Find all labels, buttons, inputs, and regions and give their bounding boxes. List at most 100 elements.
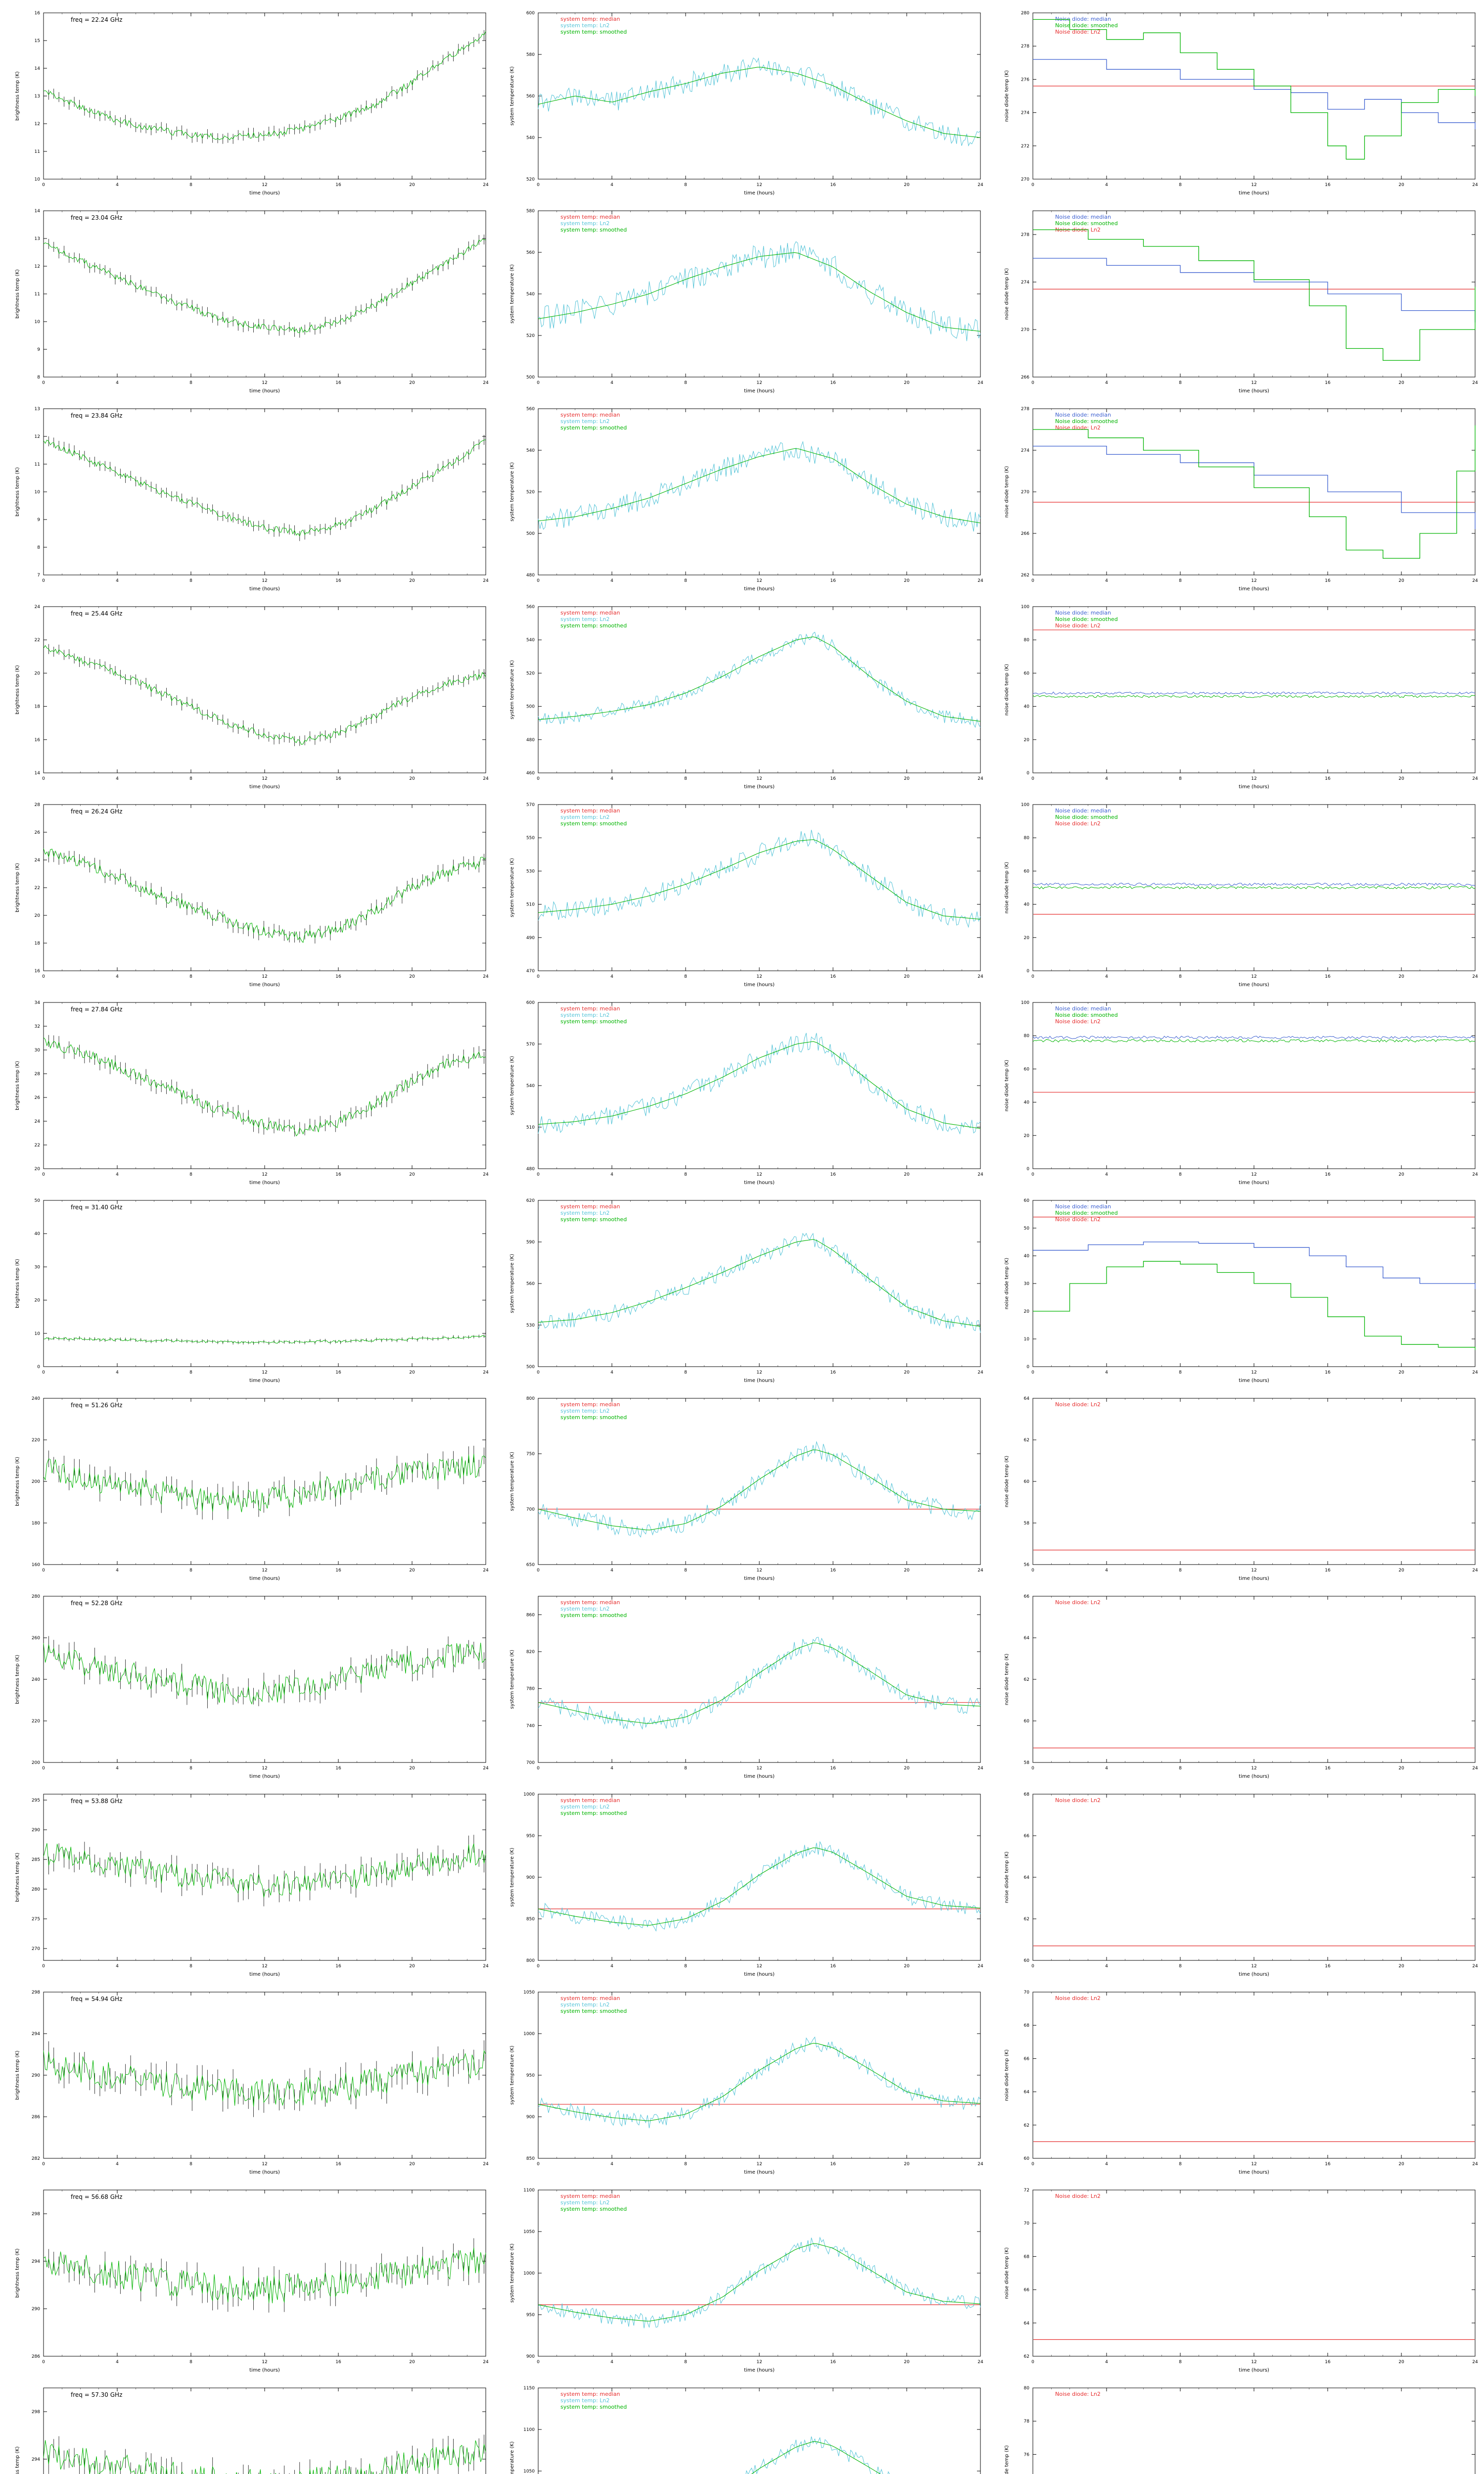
x-tick-label: 0 [1031, 1172, 1034, 1177]
x-tick-label: 4 [116, 578, 119, 583]
x-tick-label: 0 [1031, 974, 1034, 979]
x-tick-label: 16 [335, 578, 341, 583]
noise-diode-plot: 0 4 8 12 16 20 24 56 58 60 62 64 time (hours) noise d… [989, 1385, 1484, 1583]
right-plot-canvas: 0 4 8 12 16 20 24 266 270 274 278 time (hours) noise… [1004, 210, 1478, 394]
x-tick-label: 20 [409, 1766, 415, 1771]
y-tick-label: 62 [1024, 2123, 1029, 2128]
y-tick-label: 600 [526, 11, 535, 16]
y-tick-label: 68 [1024, 2023, 1030, 2028]
y-tick-label: 58 [1024, 1521, 1030, 1526]
y-tick-label: 550 [526, 836, 535, 841]
series-smoothed [1033, 1261, 1476, 1350]
x-tick-label: 24 [977, 578, 983, 583]
y-axis-label: system temperature (K) [510, 1254, 515, 1313]
series-median [1033, 1241, 1476, 1289]
y-tick-label: 260 [32, 1636, 40, 1641]
y-tick-label: 10 [35, 320, 41, 325]
y-tick-label: 22 [35, 1143, 40, 1148]
brightness-temp-plot: 0 4 8 12 16 20 24 0 10 20 30 40 50 time (hours) bright… [0, 1188, 495, 1385]
x-tick-label: 20 [409, 2162, 415, 2167]
brightness-temp-plot: 0 4 8 12 16 20 24 16 18 20 22 24 26 28 time (hours) bri… [0, 792, 495, 990]
x-tick-label: 8 [684, 1172, 687, 1177]
x-tick-label: 4 [116, 2360, 119, 2365]
y-tick-label: 30 [35, 1048, 41, 1053]
legend-entry: system temp: smoothed [560, 2008, 627, 2014]
y-tick-label: 278 [1021, 407, 1029, 412]
x-tick-label: 24 [1472, 1964, 1478, 1969]
y-tick-label: 500 [526, 705, 535, 710]
x-tick-label: 20 [904, 381, 910, 385]
y-tick-label: 540 [526, 448, 535, 453]
x-tick-label: 12 [1251, 1964, 1256, 1969]
y-tick-label: 13 [35, 407, 40, 412]
legend-entry: system temp: smoothed [560, 29, 627, 35]
legend-entry: system temp: Ln2 [560, 1012, 609, 1018]
y-tick-label: 570 [526, 1042, 535, 1047]
legend-entry: Noise diode: smoothed [1055, 220, 1118, 227]
y-tick-label: 620 [526, 1198, 535, 1203]
legend-entry: system temp: smoothed [560, 1810, 627, 1816]
x-tick-label: 24 [1472, 1370, 1478, 1375]
y-tick-label: 60 [1024, 1479, 1030, 1484]
x-tick-label: 0 [537, 2360, 540, 2365]
legend-entry: system temp: median [560, 2193, 620, 2199]
y-tick-label: 220 [32, 1719, 40, 1724]
legend-entry: system temp: median [560, 1401, 620, 1408]
legend-entry: system temp: Ln2 [560, 220, 609, 227]
y-tick-label: 282 [32, 2156, 40, 2161]
x-tick-label: 24 [483, 776, 489, 781]
x-tick-label: 4 [116, 1172, 119, 1177]
y-axis-label: noise diode temp (K) [1004, 1852, 1010, 1903]
y-tick-label: 1100 [523, 2427, 535, 2432]
plot-row-27.84: 0 4 8 12 16 20 24 20 22 24 26 28 30 32 34 time (hours) b… [0, 990, 1484, 1188]
x-tick-label: 16 [1325, 1766, 1331, 1771]
x-tick-label: 4 [1105, 1568, 1108, 1573]
y-axis-label: noise diode temp (K) [1004, 1258, 1010, 1309]
x-axis-label: time (hours) [249, 388, 280, 394]
y-tick-label: 80 [1024, 1034, 1030, 1039]
y-tick-label: 560 [526, 605, 535, 610]
x-tick-label: 24 [483, 183, 489, 188]
right-plot-canvas: 0 4 8 12 16 20 24 56 58 60 62 64 time (hours) noise d… [1004, 1396, 1478, 1581]
y-tick-label: 1050 [523, 2469, 535, 2474]
x-tick-label: 20 [904, 1766, 910, 1771]
legend-entry: system temp: Ln2 [560, 2199, 609, 2206]
x-tick-label: 24 [977, 381, 983, 385]
y-tick-label: 32 [35, 1024, 40, 1029]
series-brightness temp [43, 1335, 486, 1344]
x-tick-label: 20 [409, 1568, 415, 1573]
right-plot-canvas: 0 4 8 12 16 20 24 0 20 40 60 80 100 time (hours) noise… [1004, 803, 1478, 988]
x-tick-label: 24 [1472, 1172, 1478, 1177]
y-tick-label: 20 [1024, 738, 1030, 743]
y-tick-label: 290 [32, 2073, 40, 2078]
x-tick-label: 16 [1325, 183, 1331, 188]
y-axis-label: noise diode temp (K) [1004, 1654, 1010, 1705]
x-axis-label: time (hours) [249, 1576, 280, 1581]
y-tick-label: 20 [1024, 936, 1030, 941]
legend-entry: system temp: Ln2 [560, 2397, 609, 2404]
x-axis-label: time (hours) [249, 1378, 280, 1383]
plot-row-51.26: 0 4 8 12 16 20 24 160 180 200 220 240 time (hours) br… [0, 1385, 1484, 1583]
x-tick-label: 12 [262, 1766, 267, 1771]
x-tick-label: 12 [756, 183, 762, 188]
x-tick-label: 8 [684, 2162, 687, 2167]
noise-diode-plot: 0 4 8 12 16 20 24 262 266 270 274 278 time (hours) no… [989, 396, 1484, 594]
x-tick-label: 0 [537, 381, 540, 385]
series-brightness temp [43, 2049, 486, 2107]
x-axis-label: time (hours) [1239, 1774, 1269, 1779]
y-tick-label: 14 [35, 771, 41, 776]
x-tick-label: 0 [1031, 1370, 1034, 1375]
x-tick-label: 24 [483, 1766, 489, 1771]
x-tick-label: 16 [830, 381, 836, 385]
x-tick-label: 8 [684, 1568, 687, 1573]
y-axis-label: brightness temp (K) [15, 863, 20, 912]
y-tick-label: 1000 [523, 2032, 535, 2037]
y-tick-label: 60 [1024, 1958, 1030, 1963]
y-tick-label: 700 [526, 1760, 535, 1765]
middle-plot-canvas: 0 4 8 12 16 20 24 700 740 780 820 860 time (hours) sy… [510, 1596, 983, 1779]
x-tick-label: 0 [42, 776, 45, 781]
x-tick-label: 16 [1325, 1370, 1331, 1375]
brightness-temp-plot: 0 4 8 12 16 20 24 286 290 294 298 time (hours) brigh… [0, 2177, 495, 2375]
y-tick-label: 20 [35, 671, 41, 676]
